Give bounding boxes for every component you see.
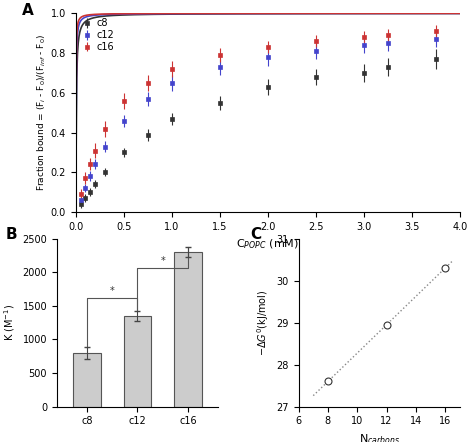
Y-axis label: Fraction bound = (F$_i$ - F$_0$)/(F$_{inf}$ - F$_0$): Fraction bound = (F$_i$ - F$_0$)/(F$_{in… — [36, 34, 48, 191]
Text: C: C — [250, 227, 261, 242]
Legend: c8, c12, c16: c8, c12, c16 — [79, 16, 116, 54]
Text: B: B — [5, 227, 17, 242]
Bar — [73, 353, 101, 407]
Text: A: A — [22, 3, 34, 18]
X-axis label: C$_{POPC}$ (mM): C$_{POPC}$ (mM) — [237, 237, 299, 251]
Y-axis label: $-\Delta G^0$(kJ/mol): $-\Delta G^0$(kJ/mol) — [255, 290, 271, 356]
Text: *: * — [110, 286, 115, 296]
Text: *: * — [160, 256, 165, 266]
Y-axis label: K (M$^{-1}$): K (M$^{-1}$) — [2, 304, 17, 341]
Bar — [174, 252, 201, 407]
X-axis label: N$_{carbons}$: N$_{carbons}$ — [359, 432, 400, 442]
Bar — [124, 316, 151, 407]
